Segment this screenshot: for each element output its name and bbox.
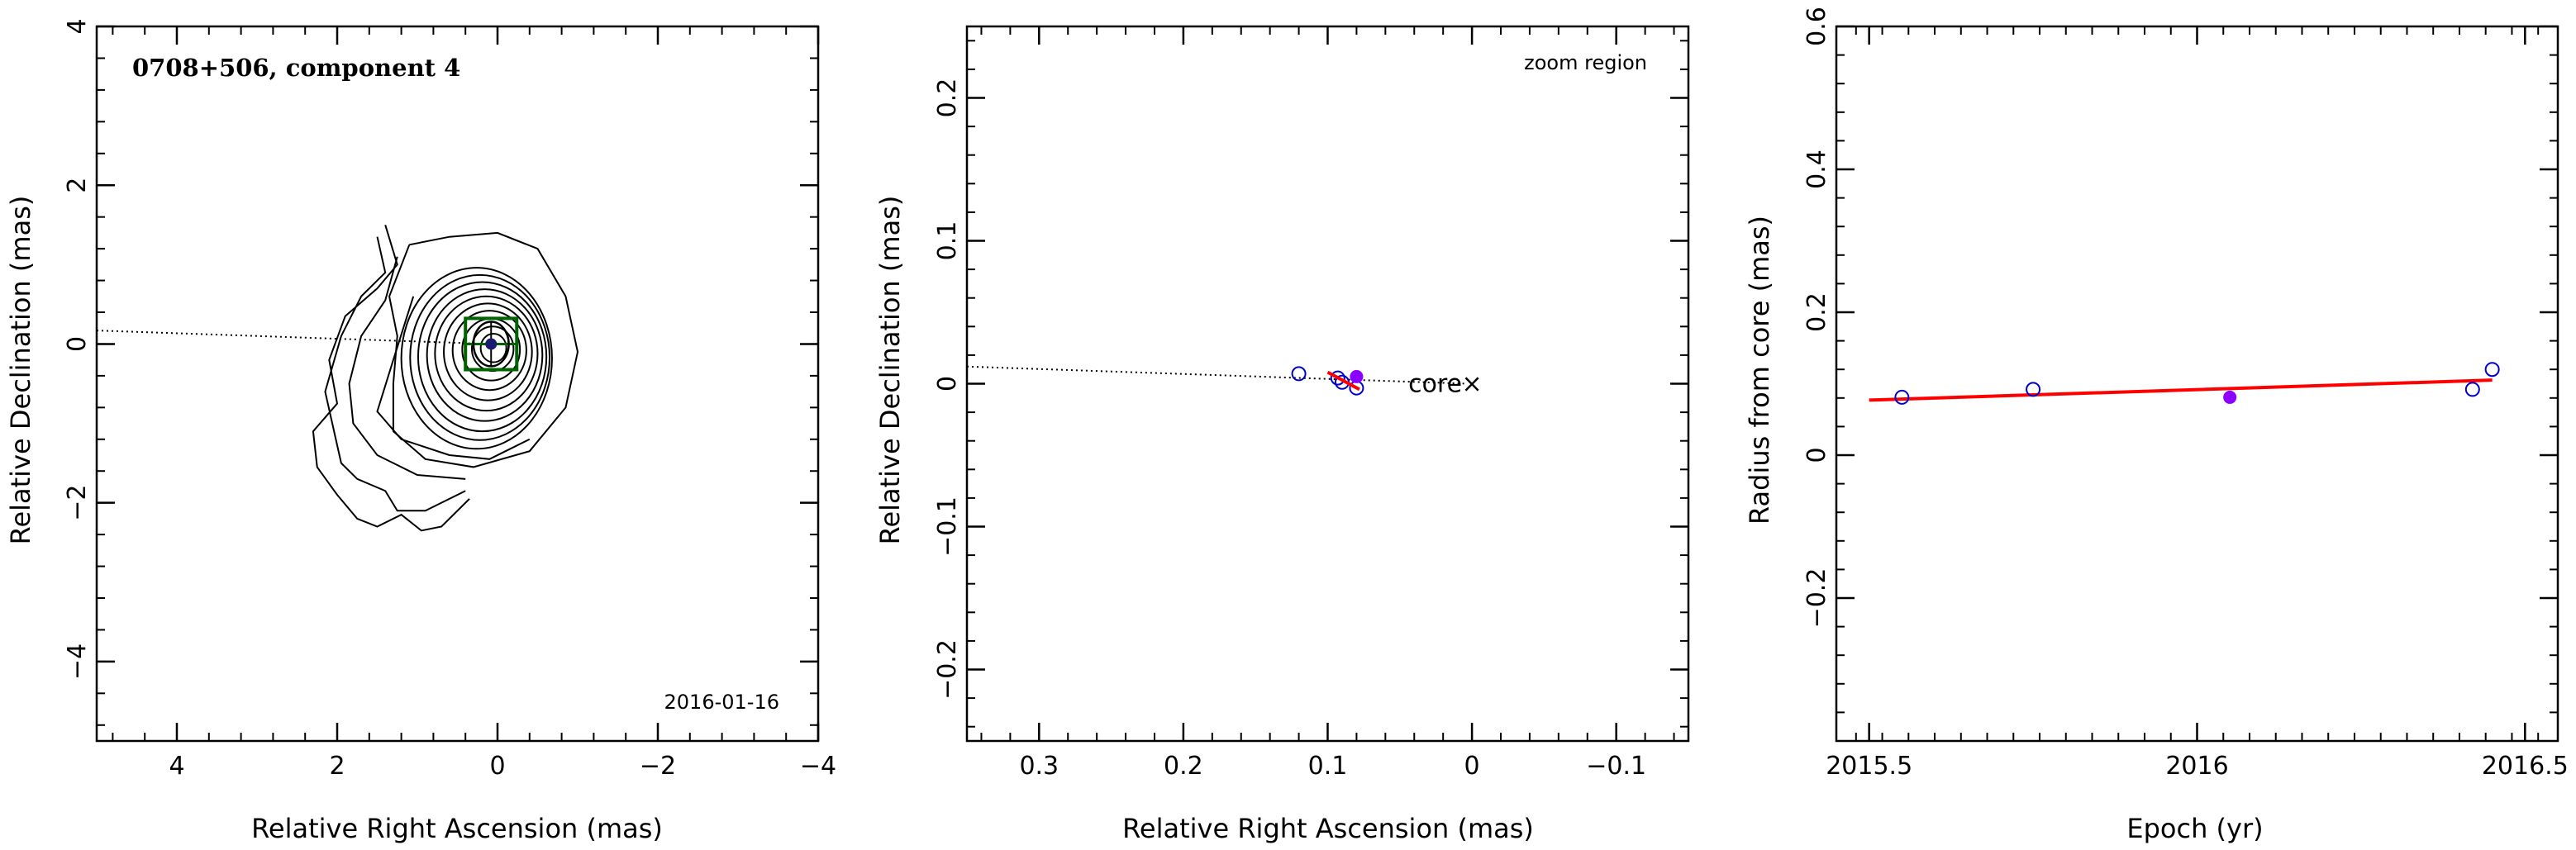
core-marker: × bbox=[1462, 370, 1483, 399]
y-tick-label: −4 bbox=[63, 643, 92, 680]
x-tick-label: 4 bbox=[169, 752, 184, 781]
contour-line bbox=[434, 295, 539, 412]
y-tick-label: 4 bbox=[63, 18, 92, 34]
contour-line bbox=[451, 310, 527, 392]
zoom-region-panel: zoom region Relative Right Ascension (ma… bbox=[874, 25, 1690, 844]
x-tick-label: 0.1 bbox=[1308, 752, 1348, 781]
x-tick-label: −2 bbox=[640, 752, 676, 781]
contour-line bbox=[348, 256, 466, 480]
y-tick-label: 0.2 bbox=[933, 78, 962, 118]
contour-line bbox=[417, 281, 548, 433]
y-tick-label: 0.4 bbox=[1802, 150, 1831, 189]
y-axis-title: Relative Declination (mas) bbox=[874, 196, 906, 545]
data-point-open bbox=[2464, 382, 2480, 397]
x-tick-label: 0.3 bbox=[1019, 752, 1059, 781]
y-tick-label: 0.2 bbox=[1802, 292, 1831, 332]
zoom-region-label: zoom region bbox=[1524, 51, 1647, 74]
y-tick-label: −0.2 bbox=[933, 639, 962, 700]
jet-direction-line bbox=[96, 330, 492, 345]
x-tick-label: 0 bbox=[1464, 752, 1480, 781]
x-tick-label: 0 bbox=[489, 752, 505, 781]
x-axis-title: Relative Right Ascension (mas) bbox=[1122, 813, 1534, 844]
contour-line bbox=[324, 236, 466, 512]
plot-frame bbox=[965, 25, 1690, 743]
data-point-open bbox=[2026, 382, 2041, 397]
y-axis-title: Radius from core (mas) bbox=[1744, 216, 1775, 525]
data-point-open bbox=[2484, 362, 2500, 378]
y-tick-label: 0.1 bbox=[933, 221, 962, 261]
contour-line bbox=[409, 273, 551, 441]
contour-line bbox=[400, 267, 553, 450]
y-tick-label: 2 bbox=[63, 178, 92, 193]
x-axis-title: Relative Right Ascension (mas) bbox=[251, 813, 663, 844]
x-tick-label: 0.2 bbox=[1164, 752, 1203, 781]
y-tick-label: 0 bbox=[63, 336, 92, 352]
data-point-filled bbox=[2223, 390, 2237, 404]
x-tick-label: 2 bbox=[329, 752, 345, 781]
jet-direction-line bbox=[966, 365, 1468, 385]
x-tick-label: 2015.5 bbox=[1826, 752, 1912, 781]
epoch-label: 2016-01-16 bbox=[664, 691, 779, 714]
plot-frame bbox=[95, 25, 820, 743]
data-point-open bbox=[1894, 389, 1910, 405]
y-tick-label: −0.1 bbox=[933, 496, 962, 557]
radius-vs-epoch-panel: Epoch (yr) Radius from core (mas) 2015.5… bbox=[1744, 7, 2569, 844]
fit-line bbox=[1326, 370, 1360, 392]
y-tick-label: 0 bbox=[1802, 447, 1831, 463]
y-tick-label: −2 bbox=[63, 485, 92, 521]
plot-frame bbox=[1835, 25, 2559, 743]
y-tick-label: −0.2 bbox=[1802, 568, 1831, 629]
contour-line bbox=[426, 288, 544, 422]
core-label: core bbox=[1408, 370, 1462, 399]
contour-line bbox=[479, 332, 507, 363]
fit-line bbox=[1869, 378, 2493, 402]
x-tick-label: −0.1 bbox=[1586, 752, 1646, 781]
x-tick-label: 2016 bbox=[2165, 752, 2228, 781]
data-point-open bbox=[1291, 366, 1307, 382]
panel-title: 0708+506, component 4 bbox=[132, 54, 460, 82]
y-tick-label: 0.6 bbox=[1802, 7, 1831, 46]
y-tick-label: 0 bbox=[933, 376, 962, 392]
x-tick-label: 2016.5 bbox=[2482, 752, 2569, 781]
x-axis-title: Epoch (yr) bbox=[2126, 813, 2263, 844]
x-tick-label: −4 bbox=[800, 752, 836, 781]
contour-line bbox=[443, 302, 533, 401]
contour-map-panel: 0708+506, component 4 2016-01-16 Relativ… bbox=[5, 18, 836, 844]
data-point-filled bbox=[1350, 369, 1364, 383]
contour-line bbox=[376, 296, 531, 460]
data-point-open bbox=[1330, 370, 1345, 386]
contour-line bbox=[312, 224, 470, 532]
component-marker bbox=[485, 338, 498, 350]
y-axis-title: Relative Declination (mas) bbox=[5, 196, 36, 545]
